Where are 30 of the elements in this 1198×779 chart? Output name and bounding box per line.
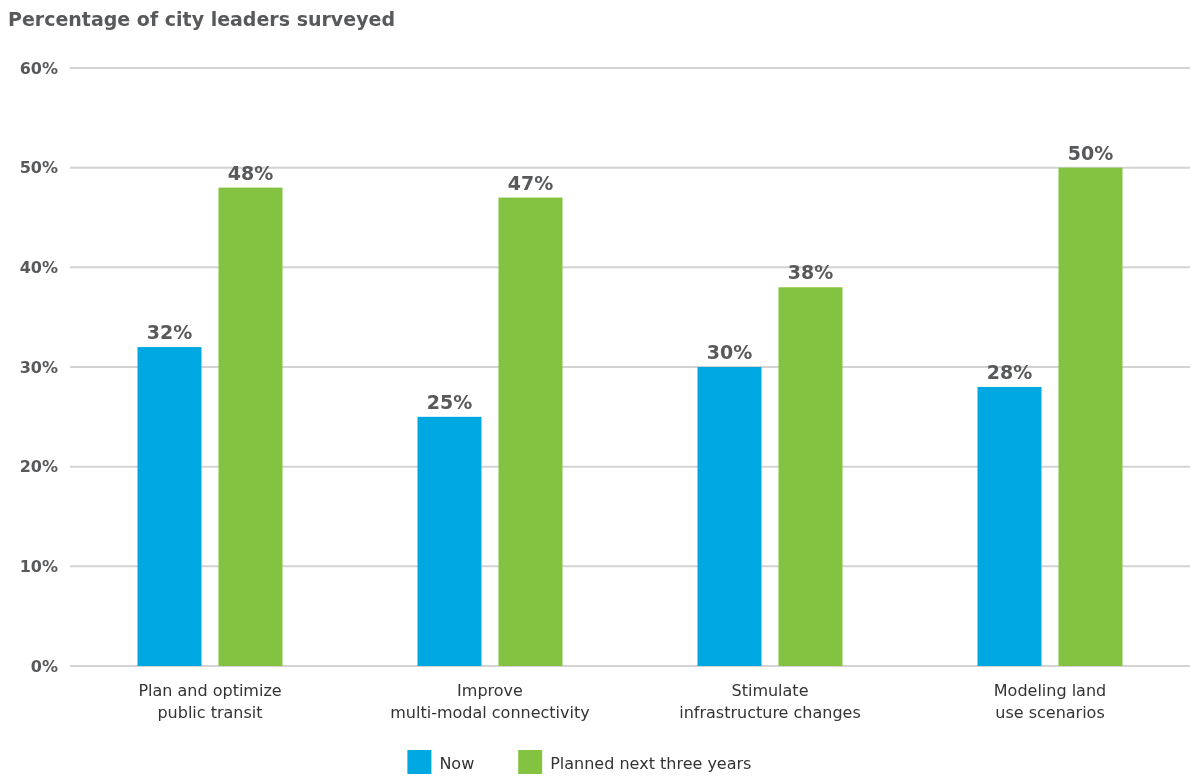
y-tick-label: 10% [19,556,58,576]
bar [977,386,1042,666]
y-tick-label: 30% [19,357,58,377]
data-label: 38% [787,261,834,284]
y-tick-label: 40% [19,257,58,277]
x-tick-label: Plan and optimize public transit [138,681,282,722]
chart-title: Percentage of city leaders surveyed [8,8,396,30]
y-tick-label: 20% [19,457,58,477]
data-label: 30% [706,341,753,363]
bar [778,287,843,666]
bar [218,187,283,666]
bar [417,416,482,666]
y-tick-label: 60% [19,58,58,78]
y-tick-label: 50% [19,158,58,178]
data-label: 47% [507,171,554,194]
x-tick-label: Stimulate infrastructure changes [679,681,861,722]
data-label: 25% [426,390,473,413]
bar [498,197,563,666]
data-label: 50% [1067,141,1114,164]
data-label: 48% [227,161,274,184]
bar [137,347,202,666]
bar [1058,167,1123,666]
legend-label: Planned next three years [550,753,752,773]
data-label: 28% [986,360,1033,383]
data-label: 32% [146,321,193,344]
bar [697,367,762,666]
legend-label: Now [439,753,475,773]
x-tick-label: Modeling land use scenarios [993,681,1107,722]
x-tick-label: Improve multi-modal connectivity [390,681,590,722]
y-tick-label: 0% [30,656,58,676]
